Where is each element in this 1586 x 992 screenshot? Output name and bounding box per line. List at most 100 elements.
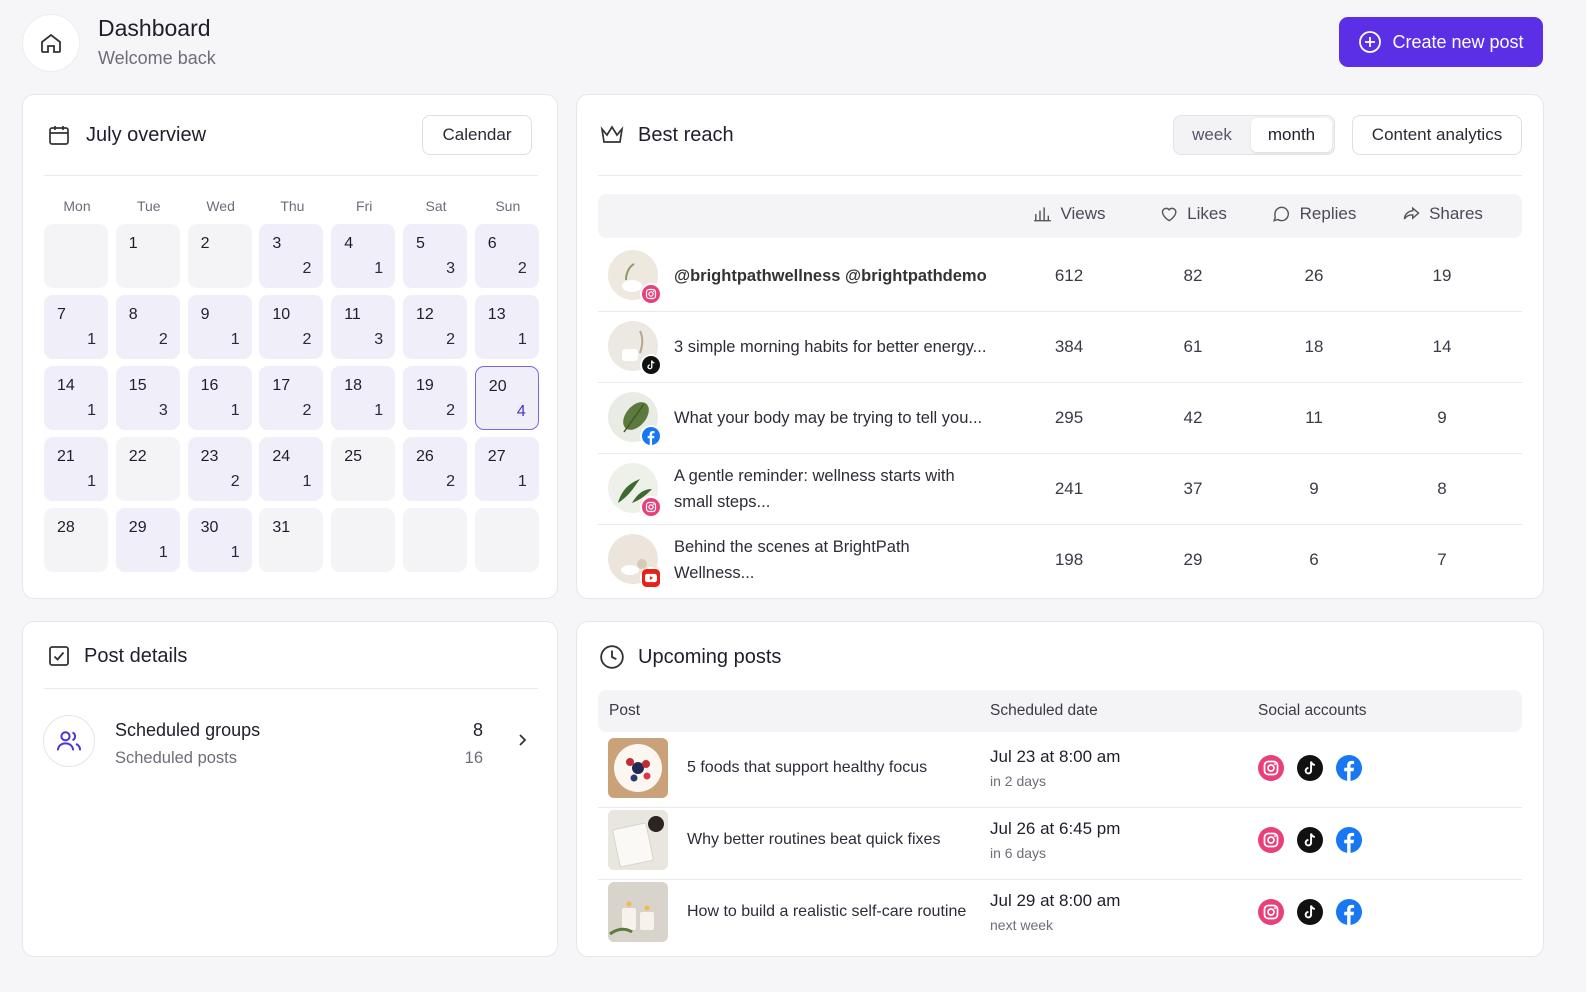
column-header: Post [609,702,641,719]
calendar-day[interactable]: 28 [44,508,108,572]
column-header: Social accounts [1258,702,1367,719]
metric-value: 82 [1183,266,1203,285]
calendar-day[interactable]: 27 1 [474,437,539,501]
icon-part [622,280,642,292]
day-number: 8 [128,306,138,323]
day-number: 3 [272,235,282,252]
post-count: 1 [230,544,240,561]
post-text[interactable]: A gentle reminder: wellness starts with … [674,467,955,511]
calendar-day[interactable]: 2 [187,224,252,288]
icon-part [1034,207,1051,222]
icon [1273,206,1290,222]
calendar-day[interactable]: 24 1 [259,437,324,501]
icon-part [53,651,65,661]
calendar-day [331,508,396,572]
account-icon[interactable] [1297,899,1323,925]
calendar-day[interactable]: 21 1 [44,437,108,501]
calendar-day[interactable]: 29 1 [115,508,180,572]
period-option[interactable]: week [1192,125,1232,144]
calendar-day[interactable]: 11 3 [331,295,396,359]
calendar-day[interactable]: 25 [331,437,396,501]
calendar-day[interactable]: 12 2 [403,295,467,359]
create-post-button[interactable]: Create new post [1339,17,1543,67]
metric-value: 19 [1432,266,1452,285]
calendar-day[interactable]: 23 2 [187,437,252,501]
platform-badge [640,425,662,447]
weekday-label: Sat [425,198,447,214]
calendar-day[interactable]: 10 2 [259,295,324,359]
divider [44,688,538,689]
platform-badge [640,283,662,305]
icon [642,356,660,374]
calendar-day[interactable]: 19 2 [403,366,467,430]
account-icon[interactable] [1258,755,1284,781]
account-icon[interactable] [1336,755,1362,781]
calendar-day[interactable]: 30 1 [187,508,252,572]
relative-date: next week [990,917,1054,933]
metric-value: 14 [1432,337,1452,356]
account-icon[interactable] [1297,755,1323,781]
post-text[interactable]: 3 simple morning habits for better energ… [674,338,987,356]
account-icon[interactable] [1336,899,1362,925]
calendar-day[interactable]: 13 1 [474,295,539,359]
icon [49,646,69,666]
icon-part [642,356,660,374]
calendar-button[interactable]: Calendar [422,115,532,155]
content-analytics-button[interactable]: Content analytics [1352,115,1522,155]
day-number: 25 [344,448,362,465]
post-thumbnail [608,882,668,942]
icon-part [1263,760,1279,776]
calendar-day[interactable]: 31 [259,508,324,572]
calendar-day[interactable]: 1 [115,224,180,288]
day-number: 6 [487,235,497,252]
icon [1297,827,1323,853]
post-count: 2 [446,473,455,490]
post-text[interactable]: Behind the scenes at BrightPath Wellness… [674,538,910,582]
post-count: 2 [302,331,312,348]
calendar-day[interactable]: 18 1 [331,366,396,430]
icon [608,882,668,942]
icon-part [1258,827,1284,853]
day-number: 18 [344,377,362,394]
scheduled-groups-item[interactable]: Scheduled groups Scheduled posts 8 16 [23,708,557,778]
icon-part [639,330,644,354]
calendar-day[interactable]: 20 4 [474,366,539,430]
icon-part [648,504,654,510]
platform-badge [640,567,662,589]
post-title[interactable]: 5 foods that support healthy focus [687,759,928,776]
calendar-day[interactable]: 15 3 [115,366,180,430]
post-title[interactable]: Why better routines beat quick fixes [687,831,941,848]
period-option[interactable]: month [1251,118,1332,152]
day-number: 12 [416,306,434,323]
calendar-day[interactable]: 14 1 [44,366,108,430]
post-title[interactable]: How to build a realistic self-care routi… [687,903,967,920]
icon-part [653,290,655,292]
post-text[interactable]: What your body may be trying to tell you… [674,409,983,427]
icon-part [637,559,647,569]
weekday-label: Tue [136,198,161,214]
item-title: Scheduled groups [115,720,261,740]
home-button[interactable] [22,14,80,72]
icon-part [1297,755,1323,781]
calendar-day[interactable]: 16 1 [187,366,252,430]
upcoming-title: Upcoming posts [638,646,782,668]
post-text[interactable]: @brightpathwellness @brightpathdemo [674,267,987,285]
account-icon[interactable] [1297,827,1323,853]
account-icon[interactable] [1258,899,1284,925]
calendar-day[interactable]: 17 2 [259,366,324,430]
calendar-card: July overview Calendar Mon Tue Wed Thu Fri Sat S… [22,94,558,599]
account-icon[interactable] [1258,827,1284,853]
icon-part [600,125,624,143]
account-icon[interactable] [1336,827,1362,853]
calendar-day[interactable]: 26 2 [403,437,467,501]
calendar-day[interactable]: 22 [115,437,180,501]
group-count: 8 [472,720,483,740]
